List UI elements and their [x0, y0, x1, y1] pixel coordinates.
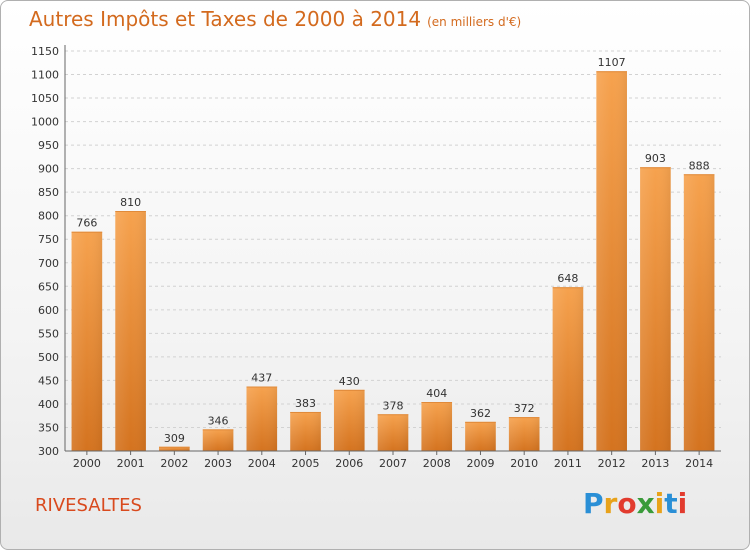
- logo-letter: o: [617, 487, 637, 520]
- bar-shine: [202, 429, 234, 451]
- bar-shine: [421, 402, 453, 451]
- x-tick-label: 2001: [117, 457, 145, 470]
- chart-title: Autres Impôts et Taxes de 2000 à 2014 (en…: [29, 7, 521, 31]
- logo-letter: i: [654, 487, 665, 520]
- logo-letter: i: [677, 487, 688, 520]
- x-tick-label: 2005: [292, 457, 320, 470]
- bar-shine: [71, 231, 103, 451]
- data-label: 888: [689, 159, 710, 172]
- y-tick-label: 650: [38, 280, 59, 293]
- data-label: 309: [164, 432, 185, 445]
- x-tick-label: 2011: [554, 457, 582, 470]
- x-tick-label: 2000: [73, 457, 101, 470]
- chart-subtitle: (en milliers d'€): [427, 15, 522, 29]
- y-tick-label: 950: [38, 139, 59, 152]
- proxiti-logo[interactable]: Proxiti: [583, 487, 687, 520]
- data-label: 437: [251, 372, 272, 385]
- y-tick-label: 450: [38, 374, 59, 387]
- data-label: 766: [76, 217, 97, 230]
- x-tick-label: 2002: [160, 457, 188, 470]
- y-tick-label: 350: [38, 421, 59, 434]
- commune-name: RIVESALTES: [35, 495, 142, 516]
- data-label: 346: [208, 414, 229, 427]
- x-tick-label: 2006: [335, 457, 363, 470]
- logo-letter: P: [583, 487, 604, 520]
- bar-shine: [596, 71, 627, 451]
- x-tick-label: 2007: [379, 457, 407, 470]
- bar-shine: [290, 411, 321, 451]
- data-label: 430: [339, 375, 360, 388]
- x-tick-label: 2012: [598, 457, 626, 470]
- x-tick-label: 2013: [641, 457, 669, 470]
- y-tick-label: 750: [38, 233, 59, 246]
- y-tick-label: 1050: [31, 92, 59, 105]
- logo-letter: t: [664, 487, 678, 520]
- bar-shine: [683, 174, 715, 451]
- x-tick-label: 2004: [248, 457, 276, 470]
- logo-letter: r: [603, 487, 618, 520]
- data-label: 810: [120, 196, 141, 209]
- data-label: 903: [645, 152, 666, 165]
- y-tick-label: 400: [38, 398, 59, 411]
- bar-shine: [115, 211, 146, 451]
- logo-letter: x: [636, 487, 655, 520]
- y-tick-label: 550: [38, 327, 59, 340]
- data-label: 383: [295, 397, 316, 410]
- x-tick-label: 2008: [423, 457, 451, 470]
- y-tick-label: 1000: [31, 116, 59, 129]
- x-tick-label: 2003: [204, 457, 232, 470]
- y-tick-label: 300: [38, 445, 59, 458]
- y-tick-label: 600: [38, 304, 59, 317]
- y-tick-label: 800: [38, 210, 59, 223]
- bar-shine: [377, 414, 409, 451]
- data-label: 372: [514, 402, 535, 415]
- chart-title-text: Autres Impôts et Taxes de 2000 à 2014: [29, 7, 422, 31]
- axes: 300 350 400 450 500 550 600 650 700 750 800 850 900 9…: [31, 45, 721, 470]
- y-tick-label: 850: [38, 186, 59, 199]
- bar-shine: [640, 167, 671, 451]
- data-label: 404: [426, 387, 447, 400]
- y-tick-label: 1100: [31, 69, 59, 82]
- bar-shine: [508, 417, 540, 451]
- x-tick-label: 2014: [685, 457, 713, 470]
- bar-shine: [552, 287, 584, 451]
- bar-shine: [333, 389, 365, 451]
- data-label: 362: [470, 407, 491, 420]
- bars: 766 810 309 346 437 383 430 378 404 362 372 648 1107…: [71, 56, 715, 451]
- y-tick-label: 900: [38, 163, 59, 176]
- data-label: 648: [557, 272, 578, 285]
- bar-shine: [465, 421, 496, 451]
- y-tick-label: 1150: [31, 45, 59, 58]
- y-tick-label: 500: [38, 351, 59, 364]
- bar-shine: [159, 446, 190, 451]
- x-tick-label: 2010: [510, 457, 538, 470]
- data-label: 1107: [598, 56, 626, 69]
- x-tick-label: 2009: [466, 457, 494, 470]
- y-tick-label: 700: [38, 257, 59, 270]
- data-label: 378: [383, 399, 404, 412]
- bar-shine: [246, 386, 278, 451]
